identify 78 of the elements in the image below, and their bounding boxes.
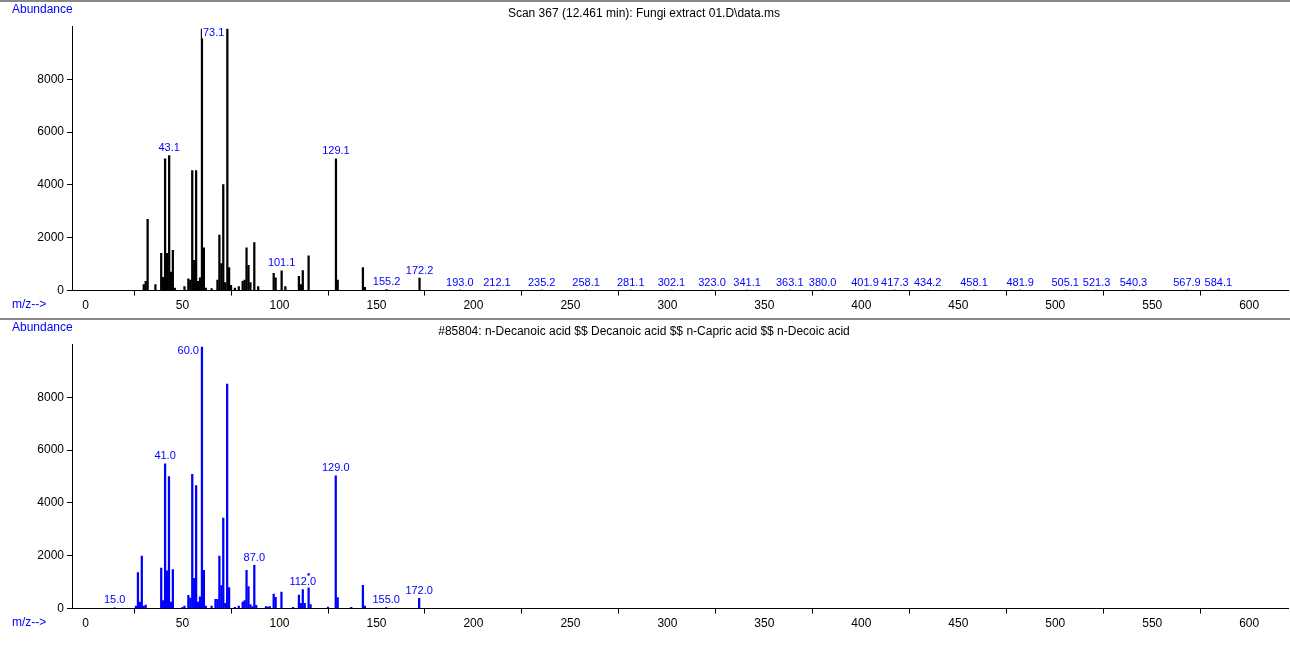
y-tick-label: 0 — [57, 600, 65, 615]
annotation: 505.1 — [1051, 275, 1079, 288]
annotation: 458.1 — [960, 275, 988, 288]
chart-title: #85804: n-Decanoic acid $$ Decanoic acid $$ n-Capric acid $$ n-Decoic acid — [438, 323, 850, 338]
x-tick-label: 600 — [1239, 616, 1260, 631]
annotation: 302.1 — [657, 275, 686, 288]
x-tick-label: 550 — [1142, 298, 1163, 313]
annotation: 172.0 — [405, 583, 433, 596]
bar — [280, 591, 283, 609]
x-tick-label: 500 — [1045, 298, 1066, 313]
annotation: 129.0 — [321, 461, 350, 474]
x-tick-label: 350 — [754, 298, 775, 313]
x-axis-title: m/z--> — [12, 614, 47, 629]
x-tick-label: 0 — [82, 616, 90, 631]
annotation: 73.1 — [202, 25, 225, 38]
annotation: 155.0 — [372, 593, 400, 606]
annotation: 380.0 — [808, 275, 837, 288]
annotation: 43.1 — [158, 141, 180, 154]
x-tick-label: 300 — [657, 616, 678, 631]
x-tick-label: 50 — [175, 616, 190, 631]
annotation: 172.2 — [405, 263, 434, 276]
y-tick-label: 0 — [57, 282, 65, 297]
x-tick-label: 150 — [366, 616, 387, 631]
x-tick-label: 250 — [560, 616, 581, 631]
x-tick-label: 0 — [82, 298, 90, 313]
x-tick-label: 450 — [948, 298, 969, 313]
y-tick-label: 2000 — [37, 230, 65, 245]
annotation: 60.0 — [177, 343, 199, 356]
annotation: 540.3 — [1119, 275, 1148, 288]
x-tick-label: 250 — [560, 298, 581, 313]
annotation: 341.1 — [733, 275, 761, 288]
x-axis-title: m/z--> — [12, 296, 47, 311]
annotation: 417.3 — [881, 275, 909, 288]
annotation: 112.0 — [289, 575, 317, 588]
y-axis-title: Abundance — [12, 2, 74, 17]
x-tick-label: 600 — [1239, 298, 1260, 313]
annotation: 521.3 — [1082, 275, 1111, 288]
annotation: 567.9 — [1173, 275, 1201, 288]
y-axis-title: Abundance — [12, 320, 74, 335]
y-tick-label: 6000 — [37, 124, 65, 139]
annotation: 258.1 — [572, 275, 600, 288]
annotation: 193.0 — [446, 275, 474, 288]
annotation: 212.1 — [483, 275, 511, 288]
x-tick-label: 400 — [851, 298, 872, 313]
chart-title: Scan 367 (12.461 min): Fungi extract 01.D\data.ms — [507, 5, 781, 20]
y-tick-label: 4000 — [37, 177, 65, 192]
x-tick-label: 550 — [1142, 616, 1163, 631]
x-tick-label: 350 — [754, 616, 775, 631]
annotation: 101.1 — [267, 256, 296, 269]
y-tick-label: 6000 — [37, 442, 65, 457]
annotation: 235.2 — [527, 275, 556, 288]
annotation: 323.0 — [698, 275, 726, 288]
x-tick-label: 50 — [175, 298, 190, 313]
annotation: 15.0 — [103, 593, 126, 606]
annotation: 155.2 — [372, 275, 401, 288]
annotation: 87.0 — [243, 550, 266, 563]
y-tick-label: 4000 — [37, 495, 65, 510]
annotation: 401.9 — [851, 275, 879, 288]
annotation: 481.9 — [1006, 275, 1034, 288]
annotation: 584.1 — [1204, 275, 1233, 288]
x-tick-label: 150 — [366, 298, 387, 313]
x-tick-label: 100 — [269, 616, 290, 631]
x-tick-label: 400 — [851, 616, 872, 631]
x-tick-label: 500 — [1045, 616, 1066, 631]
annotation: 434.2 — [913, 275, 942, 288]
y-tick-label: 8000 — [37, 71, 65, 86]
annotation: 281.1 — [616, 275, 645, 288]
x-tick-label: 300 — [657, 298, 678, 313]
y-tick-label: 8000 — [37, 389, 65, 404]
x-tick-label: 100 — [269, 298, 290, 313]
annotation: 363.1 — [776, 275, 804, 288]
x-tick-label: 450 — [948, 616, 969, 631]
x-tick-label: 200 — [463, 298, 484, 313]
bar — [245, 569, 248, 609]
y-tick-label: 2000 — [37, 548, 65, 563]
annotation: 129.1 — [322, 144, 350, 157]
x-tick-label: 200 — [463, 616, 484, 631]
annotation: 41.0 — [154, 449, 176, 462]
